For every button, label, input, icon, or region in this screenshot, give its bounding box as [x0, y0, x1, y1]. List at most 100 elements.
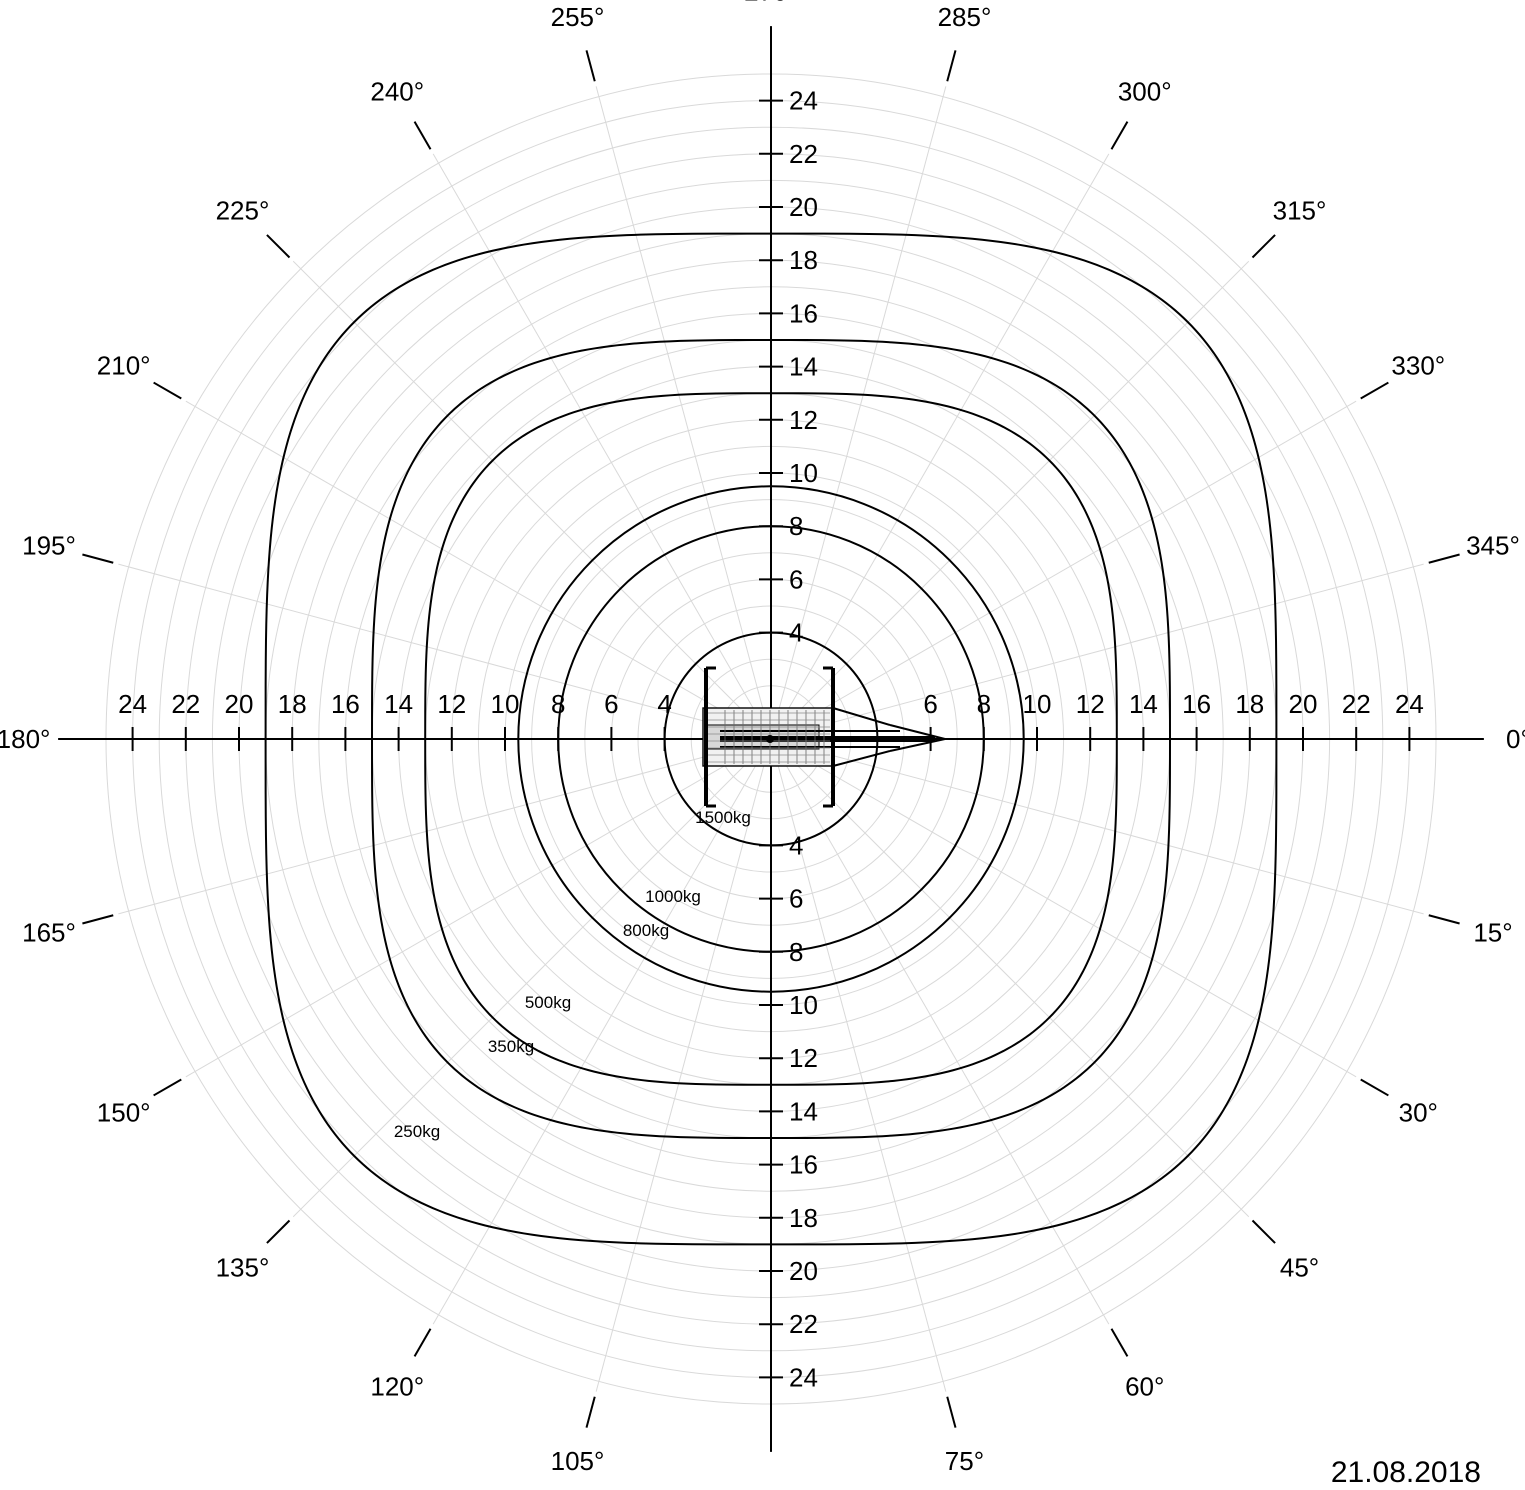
load-curves-layer — [264, 232, 1278, 1246]
vertical-axis-tick-label-bottom: 4 — [789, 830, 803, 860]
grid-spoke — [770, 738, 1357, 1078]
grid-spoke — [118, 563, 772, 740]
load-curve-500kg — [424, 392, 1118, 1086]
load-label-1500kg: 1500kg — [695, 808, 751, 827]
horizontal-axis-tick-label-left: 22 — [171, 689, 200, 719]
horizontal-axis-tick-label-right: 10 — [1023, 689, 1052, 719]
vertical-axis-tick-label-top: 12 — [789, 405, 818, 435]
angle-label: 150° — [97, 1098, 151, 1128]
horizontal-axis-tick-label-left: 20 — [225, 689, 254, 719]
angle-label: 195° — [22, 531, 76, 561]
vertical-axis-tick-label-bottom: 16 — [789, 1150, 818, 1180]
vertical-axis-tick-label-top: 20 — [789, 192, 818, 222]
vertical-axis-tick-label-top: 6 — [789, 564, 803, 594]
angle-tick — [1251, 234, 1276, 259]
angle-label: 240° — [370, 77, 424, 107]
angle-label: 210° — [97, 350, 151, 380]
horizontal-axis-tick-label-right: 8 — [977, 689, 991, 719]
axis-layer — [58, 26, 1484, 1452]
horizontal-axis-tick-label-left: 14 — [384, 689, 413, 719]
vertical-axis-tick-label-top: 22 — [789, 139, 818, 169]
horizontal-axis-tick-label-right: 24 — [1395, 689, 1424, 719]
angle-label: 165° — [22, 917, 76, 947]
angle-label: 180° — [0, 724, 50, 754]
horizontal-axis-tick-label-left: 18 — [278, 689, 307, 719]
horizontal-axis-tick-label-left: 12 — [437, 689, 466, 719]
angle-label: 30° — [1399, 1098, 1438, 1128]
grid-spoke — [770, 738, 947, 1392]
angle-label: 0° — [1506, 724, 1525, 754]
grid-spoke — [770, 153, 1110, 740]
grid-spoke — [432, 153, 772, 740]
horizontal-axis-tick-label-right: 14 — [1129, 689, 1158, 719]
load-curve-800kg — [517, 485, 1025, 993]
boom-tip-upper — [889, 724, 946, 740]
vertical-axis-tick-label-bottom: 8 — [789, 937, 803, 967]
angle-tick — [82, 553, 114, 564]
horizontal-axis-tick-label-right: 18 — [1235, 689, 1264, 719]
angle-label: 270° — [744, 0, 798, 7]
angle-label: 120° — [370, 1371, 424, 1401]
boom-lower — [832, 750, 891, 767]
vertical-axis-tick-label-top: 4 — [789, 618, 803, 648]
angle-label: 285° — [938, 2, 992, 32]
angle-label: 300° — [1118, 77, 1172, 107]
angle-label: 330° — [1391, 350, 1445, 380]
grid-spoke — [118, 738, 772, 915]
grid-spoke — [770, 738, 1424, 915]
vertical-axis-tick-label-bottom: 24 — [789, 1362, 818, 1392]
vertical-axis-tick-label-top: 14 — [789, 352, 818, 382]
vertical-axis-tick-label-bottom: 18 — [789, 1203, 818, 1233]
angle-tick — [585, 50, 596, 82]
grid-spoke — [770, 738, 1250, 1218]
vertical-axis-tick-label-bottom: 12 — [789, 1043, 818, 1073]
boom-upper — [832, 707, 891, 726]
angle-tick — [1251, 1219, 1276, 1244]
angle-tick — [1360, 1078, 1389, 1097]
angle-tick — [266, 234, 291, 259]
horizontal-axis-tick-label-left: 8 — [551, 689, 565, 719]
load-label-500kg: 500kg — [525, 993, 571, 1012]
grid-spoke — [770, 738, 1110, 1325]
horizontal-axis-tick-label-right: 16 — [1182, 689, 1211, 719]
grid-spoke — [292, 738, 772, 1218]
load-label-1000kg: 1000kg — [645, 887, 701, 906]
grid-spoke — [770, 260, 1250, 740]
vertical-axis-tick-label-top: 16 — [789, 298, 818, 328]
boom-joint-pin — [899, 736, 905, 742]
grid-spoke — [292, 260, 772, 740]
vertical-axis-tick-label-top: 10 — [789, 458, 818, 488]
load-label-800kg: 800kg — [623, 921, 669, 940]
angle-tick — [946, 1396, 957, 1428]
grid-spoke — [185, 738, 772, 1078]
angle-tick — [413, 121, 432, 150]
angle-tick — [266, 1219, 291, 1244]
angle-label: 135° — [216, 1253, 270, 1283]
grid-spoke — [770, 400, 1357, 740]
horizontal-axis-tick-label-left: 10 — [491, 689, 520, 719]
vertical-axis-tick-label-bottom: 6 — [789, 884, 803, 914]
angle-label: 15° — [1473, 917, 1512, 947]
horizontal-axis-tick-label-left: 24 — [118, 689, 147, 719]
angle-label: 345° — [1466, 531, 1520, 561]
angle-tick — [413, 1328, 432, 1357]
vertical-axis-tick-label-bottom: 22 — [789, 1309, 818, 1339]
load-label-350kg: 350kg — [488, 1037, 534, 1056]
angle-label: 60° — [1125, 1371, 1164, 1401]
horizontal-axis-tick-label-right: 22 — [1342, 689, 1371, 719]
angle-tick — [153, 1078, 182, 1097]
vertical-axis-tick-label-bottom: 10 — [789, 990, 818, 1020]
angle-tick — [1428, 914, 1460, 925]
load-curve-350kg — [370, 338, 1172, 1140]
grid-spoke — [770, 563, 1424, 740]
vertical-axis-tick-label-bottom: 20 — [789, 1256, 818, 1286]
horizontal-axis-tick-label-left: 6 — [604, 689, 618, 719]
angle-label: 255° — [551, 2, 605, 32]
angle-label: 225° — [216, 195, 270, 225]
chart-date: 21.08.2018 — [1330, 1456, 1481, 1489]
angle-tick — [153, 381, 182, 400]
horizontal-axis-tick-label-left: 4 — [657, 689, 671, 719]
